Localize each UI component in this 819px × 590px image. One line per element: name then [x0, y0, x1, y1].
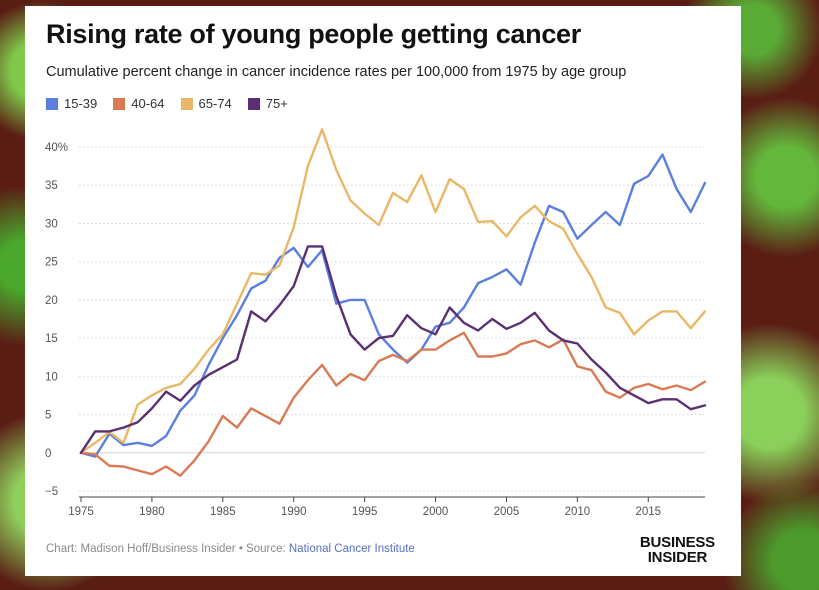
y-tick-label-5: 5 — [45, 410, 51, 422]
brand-line-2: INSIDER — [647, 549, 708, 566]
y-tick-label-30: 30 — [45, 218, 58, 230]
legend-label-40-64: 40-64 — [131, 96, 165, 111]
x-tick-label-1975: 1975 — [68, 506, 94, 518]
y-tick-label-20: 20 — [45, 295, 58, 307]
legend-swatch-15-39 — [46, 97, 58, 110]
series-line-65-74 — [79, 128, 707, 454]
business-insider-logo: BUSINESS INSIDER — [640, 535, 715, 565]
x-tick-label-1995: 1995 — [352, 506, 378, 518]
series-line-15-39 — [79, 153, 707, 458]
y-tick-label-15: 15 — [45, 333, 58, 345]
series-line-75-plus — [79, 245, 707, 454]
y-tick-label--5: −5 — [45, 486, 58, 498]
x-tick-label-2005: 2005 — [494, 506, 520, 518]
x-tick-label-1990: 1990 — [281, 506, 307, 518]
legend-item-65-74: 65-74 — [180, 96, 232, 111]
credit-text: Chart: Madison Hoff/Business Insider • S… — [46, 543, 289, 555]
x-tick-label-2000: 2000 — [423, 506, 449, 518]
legend-label-75-plus: 75+ — [265, 96, 288, 111]
source-link[interactable]: National Cancer Institute — [288, 543, 415, 555]
y-tick-label-0: 0 — [45, 448, 51, 460]
chart-footer: Chart: Madison Hoff/Business Insider • S… — [46, 543, 415, 555]
legend-label-65-74: 65-74 — [198, 96, 232, 111]
legend-item-15-39: 15-39 — [46, 96, 97, 111]
legend-swatch-65-74 — [180, 97, 193, 110]
y-tick-label-35: 35 — [45, 180, 58, 192]
line-chart: −5 0 5 10 15 20 25 30 35 40% 1975 1980 1985 1990 1995 2… — [45, 128, 707, 518]
x-tick-label-2015: 2015 — [635, 506, 661, 518]
y-tick-label-10: 10 — [45, 371, 58, 383]
legend: 15-39 40-64 65-74 75+ — [46, 96, 288, 111]
x-tick-label-2010: 2010 — [565, 506, 591, 518]
legend-swatch-40-64 — [113, 97, 126, 110]
brand-line-1: BUSINESS — [639, 534, 715, 551]
chart-card: Rising rate of young people getting canc… — [25, 6, 741, 576]
legend-item-75-plus: 75+ — [247, 96, 288, 111]
x-tick-label-1985: 1985 — [210, 506, 236, 518]
legend-swatch-75-plus — [247, 97, 260, 110]
series-line-40-64 — [79, 331, 707, 477]
y-tick-label-40: 40% — [45, 142, 68, 154]
chart-subtitle: Cumulative percent change in cancer inci… — [46, 64, 627, 80]
legend-label-15-39: 15-39 — [64, 96, 98, 111]
chart-title: Rising rate of young people getting canc… — [46, 19, 581, 49]
x-tick-label-1980: 1980 — [139, 506, 165, 518]
legend-item-40-64: 40-64 — [113, 96, 165, 111]
y-tick-label-25: 25 — [45, 257, 58, 269]
